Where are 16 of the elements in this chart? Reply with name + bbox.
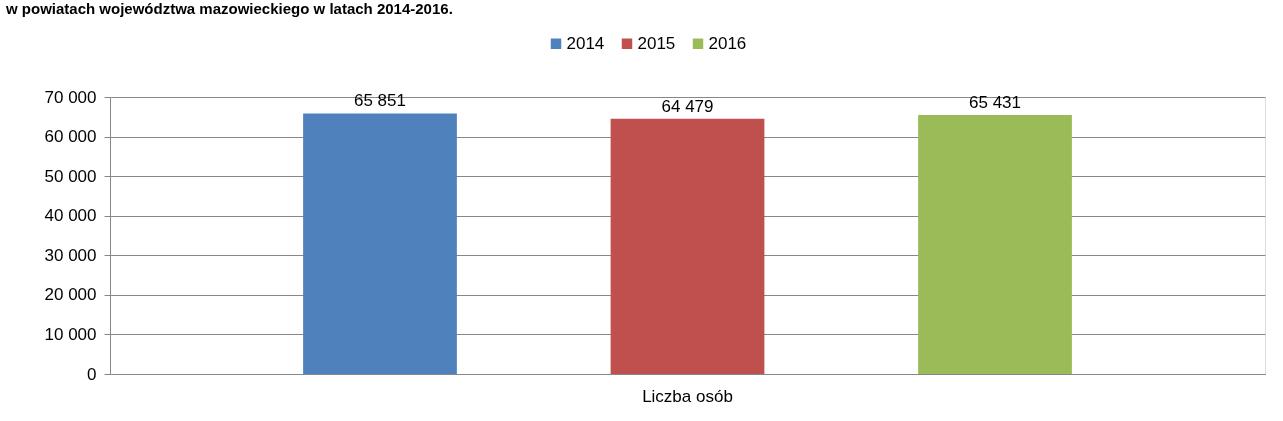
legend-label: 2016 [708,33,747,53]
y-tick-label: 70 000 [44,87,97,107]
data-label: 65 851 [353,91,406,111]
y-tick-label: 50 000 [44,166,97,186]
legend-label: 2014 [566,33,605,53]
y-tick-label: 20 000 [44,285,97,305]
chart-title: w powiatach województwa mazowieckiego w latach 2014-2016. [5,0,453,17]
y-tick-label: 60 000 [44,127,97,147]
x-tick-label: Liczba osób [642,386,733,406]
y-tick-label: 0 [87,364,97,384]
data-label: 65 431 [969,93,1022,113]
y-tick-label: 40 000 [44,206,97,226]
legend-label: 2015 [637,33,676,53]
y-tick-label: 30 000 [44,245,97,265]
data-label: 64 479 [661,96,714,116]
y-tick-label: 10 000 [44,324,97,344]
